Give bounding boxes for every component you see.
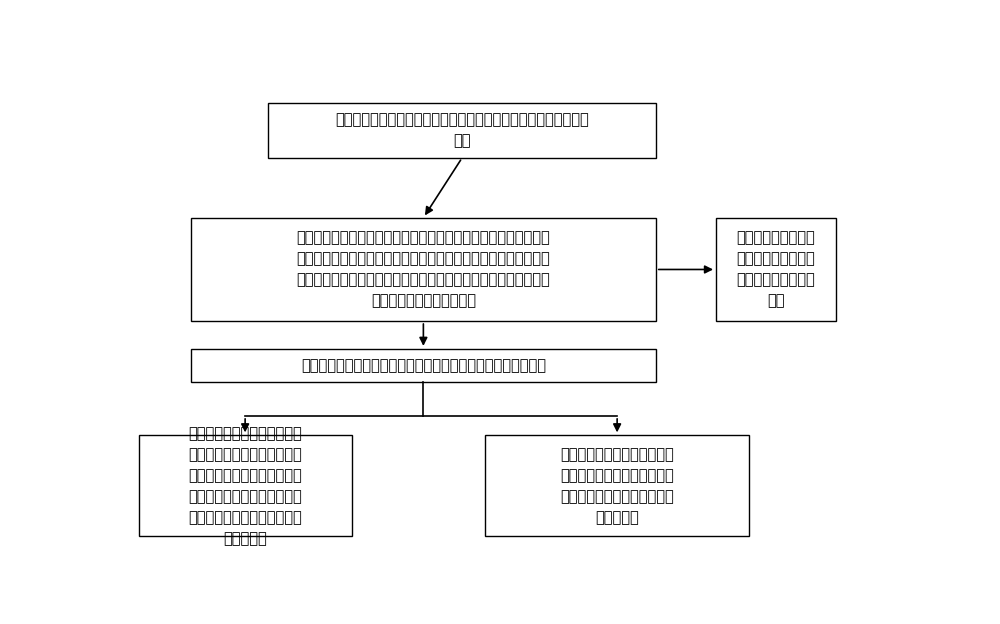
Text: 将所有筛选出的自变量分为气
象因子与人为因子，利用多因
素模型的输出，计算两类因子
对臭氧浓度的影响因子，并对
气象因子和人为因子的相对贡
献进行量化: 将所有筛选出的自变量分为气 象因子与人为因子，利用多因 素模型的输出，计算两类因… — [188, 426, 302, 546]
Text: 获取气象数据，以及包含臭氧浓度与其他痕量气体浓度的卫星观测
数据: 获取气象数据，以及包含臭氧浓度与其他痕量气体浓度的卫星观测 数据 — [335, 112, 589, 148]
Text: 利用多因素模型的输出的自由
度的值来判断筛选出的单个自
变量与臭氧浓度之间是否存在
非线性关系: 利用多因素模型的输出的自由 度的值来判断筛选出的单个自 变量与臭氧浓度之间是否存… — [560, 447, 674, 525]
FancyBboxPatch shape — [191, 218, 656, 321]
FancyBboxPatch shape — [139, 436, 352, 536]
Text: 利用数据集对广义可
加模型的残差进行自
相关检测并评估模型
性能: 利用数据集对广义可 加模型的残差进行自 相关检测并评估模型 性能 — [737, 230, 815, 308]
Text: 将所述臭氧浓度作为因变量，单个类别的痕量气体浓度以及气象数
据中单个气象因子的数据均作为自变量，分别输入至预先构建的广
义可加模型中，获得多个单因素模型，并利用: 将所述臭氧浓度作为因变量，单个类别的痕量气体浓度以及气象数 据中单个气象因子的数… — [296, 230, 550, 308]
FancyBboxPatch shape — [191, 349, 656, 383]
FancyBboxPatch shape — [716, 218, 836, 321]
FancyBboxPatch shape — [485, 436, 749, 536]
Text: 将所有筛选出的自变量整合为综合的自变量，并构建多因素模型: 将所有筛选出的自变量整合为综合的自变量，并构建多因素模型 — [301, 358, 546, 373]
FancyBboxPatch shape — [268, 102, 656, 158]
